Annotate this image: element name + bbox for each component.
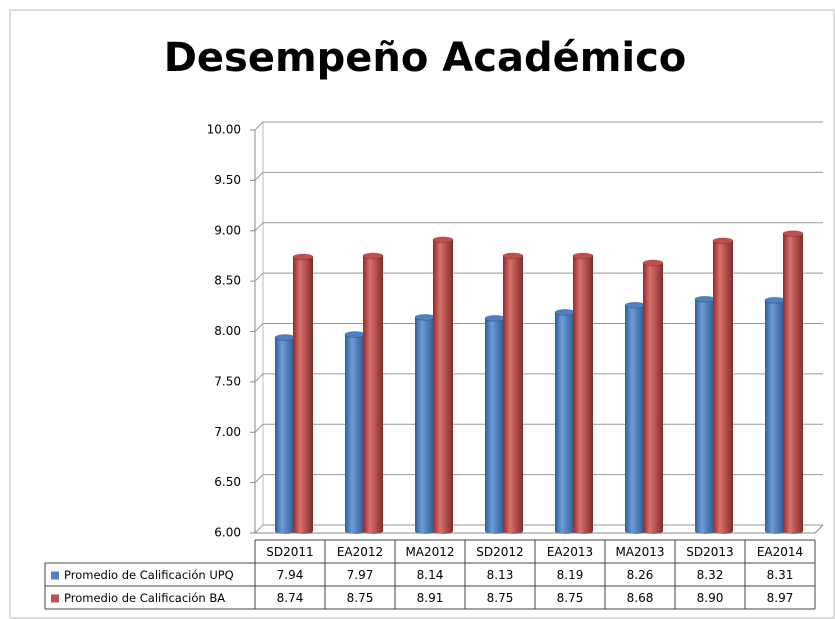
grid-line	[254, 171, 823, 181]
table-value: 8.26	[627, 568, 654, 582]
bar	[765, 300, 785, 531]
cylinder-top	[502, 252, 524, 260]
legend-label: Promedio de Calificación UPQ	[64, 568, 234, 582]
table-value: 8.14	[417, 568, 444, 582]
bar	[345, 334, 365, 531]
x-tick-label: MA2013	[615, 545, 664, 559]
legend-swatch	[51, 571, 59, 580]
bar	[293, 256, 313, 531]
cylinder-top	[642, 259, 664, 267]
cylinder-top	[764, 296, 786, 304]
x-tick-label: MA2012	[405, 545, 454, 559]
cylinder-top	[344, 331, 366, 339]
cylinder-top	[554, 308, 576, 316]
table-value: 8.19	[557, 568, 584, 582]
bar	[573, 255, 593, 531]
bar	[485, 318, 505, 531]
table-value: 7.94	[277, 568, 304, 582]
table-value: 8.75	[347, 591, 374, 605]
grid-line	[254, 272, 823, 282]
table-value: 8.32	[697, 568, 724, 582]
bar	[415, 317, 435, 531]
table-value: 8.91	[417, 591, 444, 605]
chart-title: Desempeño Académico	[164, 35, 687, 81]
table-value: 8.31	[767, 568, 794, 582]
x-tick-label: EA2012	[337, 545, 383, 559]
cylinder-top	[624, 301, 646, 309]
cylinder-top	[292, 253, 314, 261]
bar	[643, 262, 663, 531]
bar	[713, 240, 733, 531]
y-tick-label: 6.50	[214, 475, 241, 489]
x-tick-label: SD2012	[476, 545, 523, 559]
bar	[783, 233, 803, 531]
grid-line	[254, 222, 823, 232]
x-tick-label: EA2014	[757, 545, 803, 559]
cylinder-top	[572, 252, 594, 260]
table-value: 8.68	[627, 591, 654, 605]
bar	[275, 337, 295, 531]
cylinder-top	[694, 295, 716, 303]
cylinder-top	[782, 230, 804, 238]
table-value: 8.75	[557, 591, 584, 605]
cylinder-top	[362, 252, 384, 260]
table-value: 8.75	[487, 591, 514, 605]
grid-line	[254, 121, 823, 131]
y-tick-label: 9.00	[214, 223, 241, 237]
y-tick-label: 10.00	[207, 123, 241, 137]
y-tick-label: 7.00	[214, 425, 241, 439]
cylinder-top	[432, 236, 454, 244]
bar	[695, 299, 715, 531]
x-tick-label: SD2013	[686, 545, 733, 559]
cylinder-top	[712, 237, 734, 245]
bar	[555, 312, 575, 531]
table-value: 8.90	[697, 591, 724, 605]
legend-swatch	[51, 594, 59, 603]
bar	[503, 255, 523, 531]
y-tick-label: 6.00	[214, 526, 241, 540]
x-tick-label: EA2013	[547, 545, 593, 559]
table-value: 7.97	[347, 568, 374, 582]
y-tick-label: 7.50	[214, 374, 241, 388]
legend-label: Promedio de Calificación BA	[64, 591, 225, 605]
x-tick-label: SD2011	[266, 545, 313, 559]
y-tick-label: 9.50	[214, 173, 241, 187]
table-value: 8.97	[767, 591, 794, 605]
bar	[433, 239, 453, 531]
y-tick-label: 8.00	[214, 324, 241, 338]
cylinder-top	[484, 314, 506, 322]
floor-edge	[814, 524, 824, 534]
table-value: 8.74	[277, 591, 304, 605]
bar	[363, 255, 383, 531]
table-value: 8.13	[487, 568, 514, 582]
cylinder-top	[274, 334, 296, 342]
cylinder-top	[414, 313, 436, 321]
bar	[625, 305, 645, 531]
y-tick-label: 8.50	[214, 274, 241, 288]
